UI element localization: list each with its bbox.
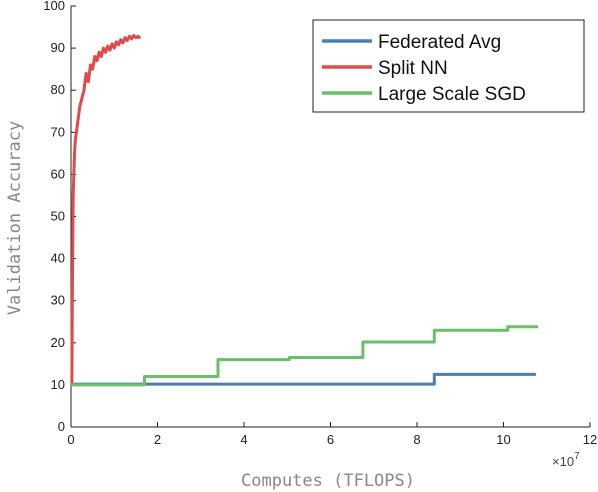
- y-tick-label: 10: [51, 377, 65, 392]
- y-tick-label: 100: [43, 0, 65, 13]
- tick-labels: 0 10 20 30 40 50 60 70 80 90 100 0 2 4 6 8 10 12: [43, 0, 597, 447]
- legend-label: Large Scale SGD: [378, 84, 526, 105]
- x-tick-label: 2: [154, 432, 161, 447]
- x-tick-label: 6: [327, 432, 334, 447]
- series-line-1: [71, 372, 536, 386]
- x-tick-label: 8: [413, 432, 420, 447]
- x-axis-label: Computes (TFLOPS): [241, 471, 415, 491]
- x-exponent: ×107: [552, 451, 580, 469]
- y-tick-label: 20: [51, 335, 65, 350]
- y-tick-label: 40: [51, 251, 65, 266]
- legend-label: Federated Avg: [378, 32, 501, 53]
- legend: Federated Avg Split NN Large Scale SGD: [312, 19, 585, 113]
- svg-text:×107: ×107: [552, 451, 580, 469]
- y-tick-label: 70: [51, 124, 65, 139]
- series-lines: [70, 34, 539, 387]
- y-tick-label: 60: [51, 166, 65, 181]
- x-tick-label: 12: [583, 432, 597, 447]
- y-tick-label: 30: [51, 293, 65, 308]
- y-tick-label: 80: [51, 82, 65, 97]
- x-exponent-power: 7: [574, 451, 580, 462]
- y-axis-label: Validation Accuracy: [5, 121, 25, 315]
- y-tick-label: 0: [58, 419, 65, 434]
- series-line-2: [70, 34, 142, 385]
- x-exponent-base: ×10: [552, 454, 574, 469]
- y-tick-label: 50: [51, 209, 65, 224]
- x-tick-label: 10: [496, 432, 510, 447]
- legend-label: Split NN: [378, 58, 448, 79]
- x-tick-label: 0: [67, 432, 74, 447]
- series-line-3: [71, 325, 539, 387]
- x-tick-label: 4: [240, 432, 247, 447]
- y-tick-label: 90: [51, 40, 65, 55]
